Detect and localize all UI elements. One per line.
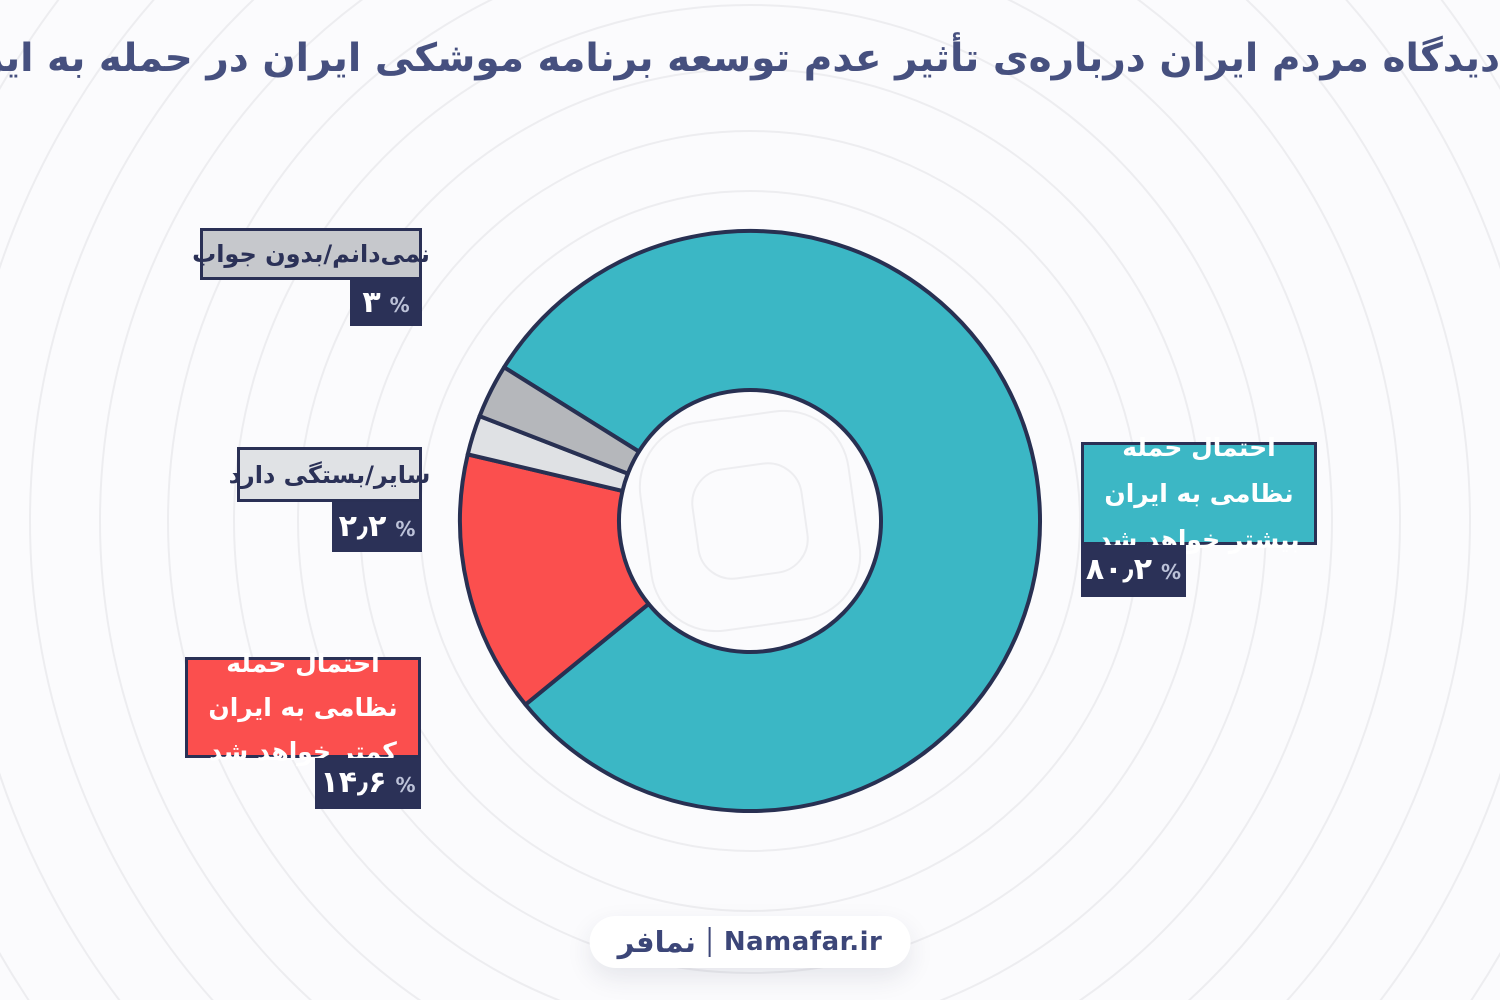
brand-wordmark-en: Namafar.ir — [723, 927, 883, 957]
callout-other-depends-percent: ۲٫۲ % — [332, 502, 422, 552]
percent-sign: % — [389, 293, 410, 317]
callout-attack-less-label: احتمال حمله نظامی به ایران کمتر خواهد شد — [208, 648, 398, 766]
callout-other-depends-box: سایر/بستگی دارد — [229, 447, 430, 502]
callout-attack-more-label: احتمال حمله نظامی به ایران بیشتر خواهد ش… — [1098, 432, 1300, 554]
callout-attack-more: احتمال حمله نظامی به ایران بیشتر خواهد ش… — [1081, 433, 1317, 597]
donut-slice-other-depends — [465, 414, 630, 493]
callout-no-answer: نمی‌دانم/بدون جواب ۳ % — [192, 228, 430, 326]
callout-no-answer-percent: ۳ % — [350, 280, 422, 326]
contour-line — [419, 190, 1081, 852]
contour-line — [297, 68, 1203, 974]
contour-line — [477, 248, 1023, 794]
donut-slice-attack-more — [502, 229, 1042, 813]
callout-other-depends-label: سایر/بستگی دارد — [228, 460, 431, 489]
donut-slice-attack-less — [458, 452, 651, 707]
callout-no-answer-label: نمی‌دانم/بدون جواب — [192, 240, 430, 268]
contour-line — [691, 462, 809, 580]
percent-sign: % — [1161, 560, 1182, 584]
donut-slice-no-answer — [477, 365, 641, 476]
contour-line — [638, 409, 862, 633]
callout-no-answer-box: نمی‌دانم/بدون جواب — [192, 228, 430, 280]
contour-line — [581, 352, 919, 690]
percent-value: ۲٫۲ — [338, 509, 387, 544]
brand-logo: نمافر Namafar.ir — [589, 916, 911, 968]
callout-attack-more-percent: ۸۰٫۲ % — [1081, 545, 1186, 597]
contour-line — [359, 130, 1141, 912]
brand-divider — [708, 927, 711, 957]
contour-line — [534, 305, 966, 737]
percent-value: ۳ — [362, 285, 381, 320]
callout-attack-more-box: احتمال حمله نظامی به ایران بیشتر خواهد ش… — [1081, 433, 1317, 554]
callout-attack-less-box: احتمال حمله نظامی به ایران کمتر خواهد شد — [185, 649, 421, 766]
brand-wordmark-fa: نمافر — [617, 925, 696, 959]
chart-title: دیدگاه مردم ایران درباره‌ی تأثیر عدم توس… — [0, 36, 1500, 81]
percent-value: ۱۴٫۶ — [320, 765, 387, 800]
callout-other-depends: سایر/بستگی دارد ۲٫۲ % — [229, 447, 430, 552]
percent-sign: % — [395, 517, 416, 541]
callout-attack-less: احتمال حمله نظامی به ایران کمتر خواهد شد… — [185, 649, 421, 809]
percent-value: ۸۰٫۲ — [1085, 552, 1153, 587]
callout-attack-less-percent: ۱۴٫۶ % — [315, 758, 421, 809]
percent-sign: % — [395, 773, 416, 797]
